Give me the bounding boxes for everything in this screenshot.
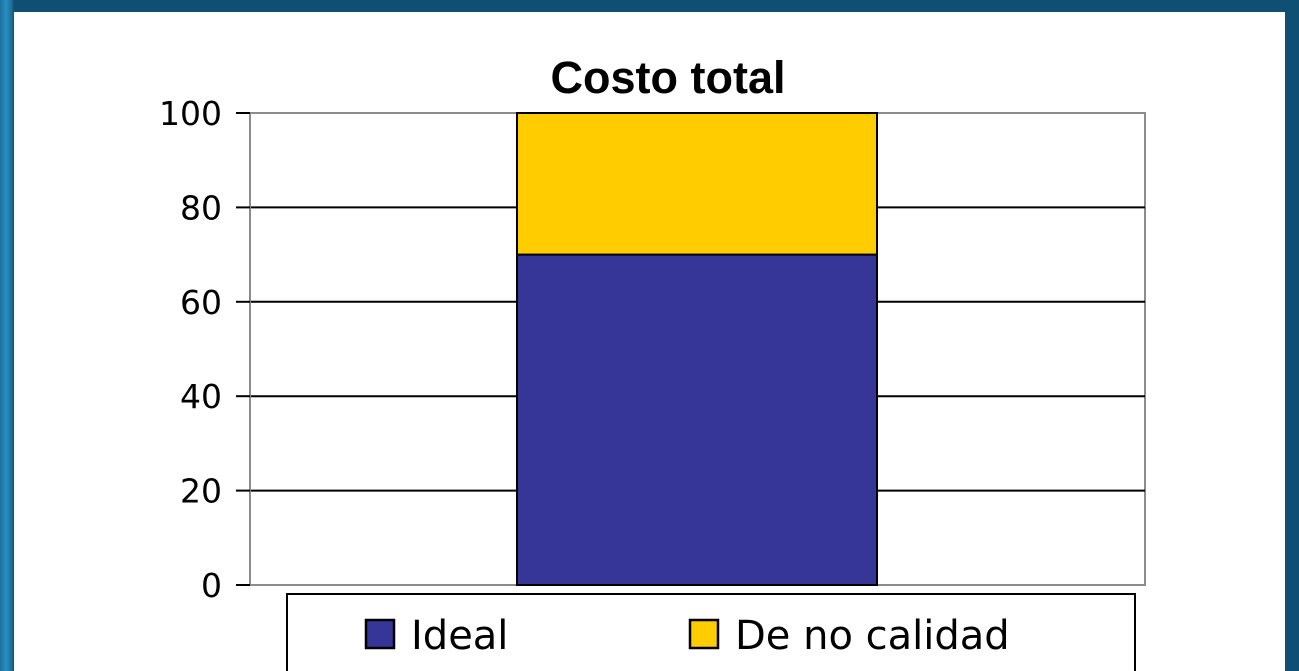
plot-area: 0 20 40 60 80 100 (159, 94, 1146, 605)
bar-segment-de-no-calidad (516, 112, 878, 256)
y-tick-label: 20 (180, 472, 222, 511)
legend-label-ideal: Ideal (411, 613, 508, 659)
legend-label-de-no-calidad: De no calidad (735, 613, 1010, 659)
y-tick-label: 80 (180, 188, 222, 227)
legend-swatch-ideal (364, 618, 396, 650)
y-tick-label: 60 (180, 283, 222, 322)
legend-swatch-de-no-calidad (688, 618, 720, 650)
y-tick-label: 0 (201, 566, 222, 605)
legend: Ideal De no calidad (286, 593, 1136, 671)
y-tick-label: 100 (159, 94, 222, 133)
chart-title: Costo total (551, 52, 786, 103)
bar-segment-ideal (516, 253, 878, 586)
y-tick-label: 40 (180, 377, 222, 416)
